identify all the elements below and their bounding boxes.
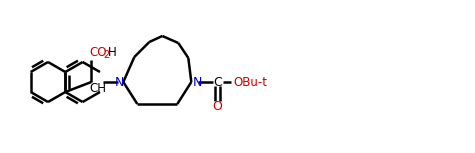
Text: CH: CH: [89, 82, 106, 95]
Text: N: N: [114, 75, 124, 88]
Text: CO: CO: [89, 47, 107, 60]
Text: C: C: [213, 75, 222, 88]
Text: OBu-t: OBu-t: [233, 75, 267, 88]
Text: O: O: [212, 101, 222, 114]
Text: N: N: [192, 75, 202, 88]
Text: H: H: [108, 47, 117, 60]
Text: 2: 2: [104, 50, 110, 60]
